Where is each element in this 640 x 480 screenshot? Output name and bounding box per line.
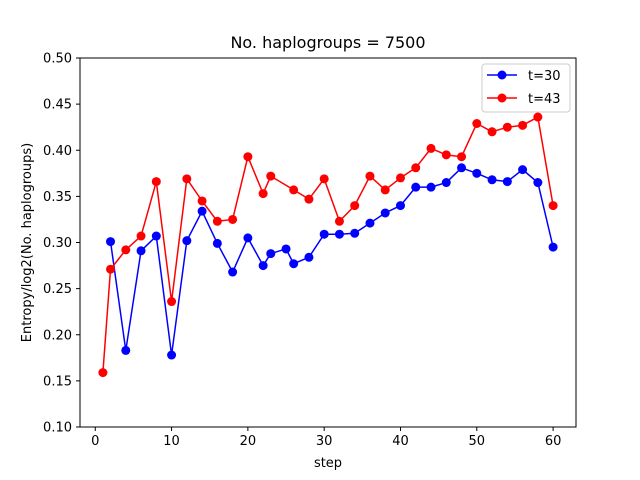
- data-point-t30: [411, 182, 421, 192]
- chart-title: No. haplogroups = 7500: [230, 33, 425, 52]
- y-tick-label: 0.50: [43, 52, 72, 67]
- y-tick-label: 0.25: [43, 282, 72, 297]
- data-point-t30: [106, 237, 116, 247]
- data-point-t30: [289, 259, 299, 269]
- data-point-t30: [243, 233, 253, 243]
- data-point-t30: [281, 244, 291, 254]
- data-point-t43: [441, 150, 451, 160]
- data-point-t30: [395, 201, 405, 211]
- data-point-t30: [151, 231, 161, 241]
- y-axis-label: Entropy/log2(No. haplogroups): [20, 143, 35, 342]
- x-tick-label: 50: [469, 434, 486, 449]
- data-point-t43: [228, 214, 238, 224]
- data-point-t43: [197, 196, 207, 206]
- data-point-t43: [502, 122, 512, 132]
- data-point-t43: [395, 173, 405, 183]
- data-point-t30: [457, 163, 467, 173]
- axis-ticks: 0 10 20 30 40 50 60 0.10 0.15 0.20 0.25 0.30 0.35 0.4…: [43, 52, 561, 450]
- legend-label-t30: t=30: [528, 69, 561, 84]
- data-point-t30: [334, 229, 344, 239]
- data-point-t30: [167, 350, 177, 360]
- data-point-t30: [426, 182, 436, 192]
- data-point-t43: [319, 174, 329, 184]
- y-tick-label: 0.35: [43, 190, 72, 205]
- data-point-t30: [228, 267, 238, 277]
- data-point-t43: [411, 163, 421, 173]
- x-tick-label: 20: [240, 434, 257, 449]
- data-point-t43: [182, 174, 192, 184]
- data-point-t43: [258, 189, 268, 199]
- data-point-t43: [457, 152, 467, 162]
- axes-frame: [79, 57, 577, 428]
- data-point-t43: [167, 297, 177, 307]
- data-point-t30: [121, 345, 131, 355]
- data-point-t43: [289, 185, 299, 195]
- data-point-t43: [136, 231, 146, 241]
- y-tick-label: 0.30: [43, 236, 72, 251]
- data-point-t30: [548, 242, 558, 252]
- data-point-t30: [487, 175, 497, 185]
- data-point-t43: [380, 185, 390, 195]
- data-point-t43: [533, 112, 543, 122]
- data-point-t43: [426, 143, 436, 153]
- data-point-t30: [212, 238, 222, 248]
- data-point-t30: [350, 228, 360, 238]
- data-point-t30: [441, 178, 451, 188]
- data-point-t30: [182, 236, 192, 246]
- data-point-t30: [533, 178, 543, 188]
- y-tick-label: 0.10: [43, 421, 72, 436]
- legend-marker-t43: [497, 93, 507, 103]
- data-point-t30: [136, 246, 146, 256]
- legend: t=30 t=43: [481, 63, 571, 113]
- data-point-t43: [151, 177, 161, 187]
- data-point-t43: [548, 201, 558, 211]
- data-point-t43: [98, 368, 108, 378]
- data-point-t43: [304, 194, 314, 204]
- data-point-t30: [502, 177, 512, 187]
- data-point-t43: [334, 216, 344, 226]
- legend-label-t43: t=43: [528, 92, 561, 107]
- data-point-t30: [518, 165, 528, 175]
- data-point-t30: [380, 208, 390, 218]
- y-tick-label: 0.15: [43, 374, 72, 389]
- data-point-t43: [487, 127, 497, 137]
- data-point-t43: [121, 245, 131, 255]
- x-tick-label: 40: [392, 434, 409, 449]
- data-point-t30: [319, 229, 329, 239]
- series-layer: [98, 112, 558, 378]
- y-tick-label: 0.40: [43, 144, 72, 159]
- data-point-t43: [266, 171, 276, 181]
- data-point-t30: [197, 206, 207, 216]
- x-tick-label: 10: [163, 434, 180, 449]
- data-point-t30: [472, 168, 482, 178]
- data-point-t43: [212, 216, 222, 226]
- data-point-t30: [365, 218, 375, 228]
- plot-area: [80, 58, 576, 427]
- x-tick-label: 0: [91, 434, 99, 449]
- data-point-t43: [106, 264, 116, 274]
- x-axis-label: step: [314, 456, 342, 471]
- data-point-t30: [304, 252, 314, 262]
- legend-marker-t30: [497, 70, 507, 80]
- y-tick-label: 0.20: [43, 328, 72, 343]
- data-point-t43: [365, 171, 375, 181]
- x-tick-label: 60: [545, 434, 562, 449]
- data-point-t30: [258, 261, 268, 271]
- data-point-t43: [472, 118, 482, 128]
- data-point-t43: [518, 120, 528, 130]
- data-point-t30: [266, 249, 276, 259]
- x-tick-label: 30: [316, 434, 333, 449]
- data-point-t43: [350, 201, 360, 211]
- data-point-t43: [243, 152, 253, 162]
- y-tick-label: 0.45: [43, 98, 72, 113]
